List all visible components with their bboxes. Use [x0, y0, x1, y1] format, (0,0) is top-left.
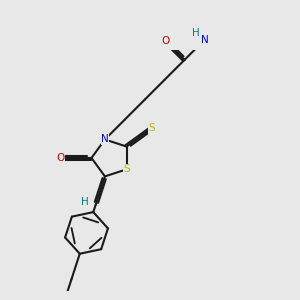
Text: H: H: [192, 28, 200, 38]
Text: H: H: [81, 196, 88, 206]
Text: N: N: [201, 35, 208, 45]
Text: N: N: [101, 134, 109, 145]
Text: S: S: [123, 164, 130, 174]
Text: S: S: [148, 123, 155, 133]
Text: O: O: [56, 153, 64, 163]
Text: O: O: [162, 36, 170, 46]
